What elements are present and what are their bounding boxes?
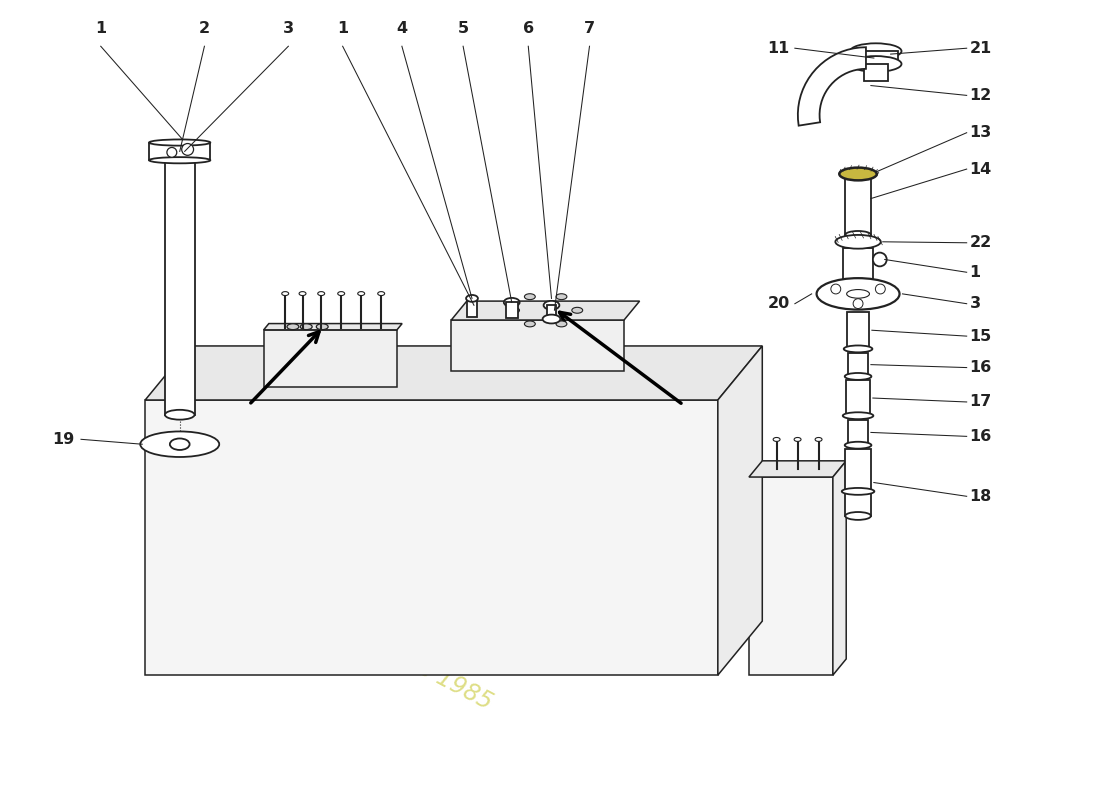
Polygon shape [145,400,718,675]
Ellipse shape [140,431,219,457]
Ellipse shape [466,295,477,302]
Polygon shape [749,477,833,675]
Circle shape [876,284,886,294]
Ellipse shape [850,43,902,59]
Polygon shape [847,311,869,349]
Text: 12: 12 [969,88,992,103]
Polygon shape [848,353,868,377]
Ellipse shape [835,235,881,249]
Polygon shape [264,323,403,330]
Text: 18: 18 [969,489,992,504]
Ellipse shape [318,292,324,295]
Polygon shape [864,64,888,81]
Ellipse shape [282,292,288,295]
Ellipse shape [287,324,299,330]
Text: 22: 22 [969,235,992,250]
Polygon shape [844,248,873,292]
Ellipse shape [572,307,583,314]
Ellipse shape [815,438,822,442]
Ellipse shape [543,301,560,310]
Ellipse shape [358,292,364,295]
Ellipse shape [525,321,536,327]
Circle shape [182,143,194,155]
Polygon shape [798,47,866,126]
Ellipse shape [794,438,801,442]
Text: eurospares: eurospares [204,330,723,658]
Polygon shape [506,302,518,318]
Text: 15: 15 [969,329,992,344]
Ellipse shape [165,410,195,420]
Polygon shape [848,420,868,446]
Ellipse shape [377,292,385,295]
Text: 20: 20 [768,296,790,311]
Ellipse shape [845,373,871,380]
Polygon shape [845,179,871,235]
Polygon shape [846,380,870,416]
Polygon shape [451,301,639,320]
Text: 5: 5 [458,22,469,37]
Ellipse shape [847,290,869,298]
Ellipse shape [299,292,306,295]
Ellipse shape [845,442,871,449]
Text: 2: 2 [199,22,210,37]
Ellipse shape [300,324,312,330]
Ellipse shape [845,512,871,520]
Circle shape [167,147,177,158]
Ellipse shape [508,307,519,314]
Polygon shape [451,320,624,371]
Polygon shape [468,298,477,317]
Polygon shape [547,306,557,319]
Ellipse shape [150,139,210,146]
Ellipse shape [844,346,872,352]
Ellipse shape [773,438,780,442]
Ellipse shape [169,438,189,450]
Text: 16: 16 [969,429,992,444]
Text: 1: 1 [337,22,349,37]
Text: 16: 16 [969,360,992,375]
Text: a passion for parts since 1985: a passion for parts since 1985 [169,526,496,714]
Text: 17: 17 [969,394,992,410]
Ellipse shape [850,56,902,72]
Text: 3: 3 [283,22,294,37]
Polygon shape [749,461,846,477]
Circle shape [830,284,840,294]
Polygon shape [833,461,846,675]
Ellipse shape [556,321,566,327]
Text: 13: 13 [969,126,992,140]
Ellipse shape [842,488,874,495]
Polygon shape [165,159,195,414]
Text: 4: 4 [396,22,407,37]
Ellipse shape [525,294,536,300]
Text: 6: 6 [522,22,534,37]
Text: 1: 1 [969,265,981,280]
Polygon shape [718,346,762,675]
Text: 11: 11 [768,41,790,56]
Text: 7: 7 [584,22,595,37]
Polygon shape [845,449,871,516]
Ellipse shape [556,294,566,300]
Circle shape [873,253,887,266]
Ellipse shape [843,412,873,419]
Ellipse shape [338,292,344,295]
Ellipse shape [150,157,210,163]
Text: 14: 14 [969,162,992,177]
Ellipse shape [317,324,328,330]
Polygon shape [145,346,762,400]
Text: 1: 1 [96,22,107,37]
Ellipse shape [542,314,560,323]
Polygon shape [264,330,397,387]
Polygon shape [150,142,210,160]
Text: 19: 19 [52,432,74,447]
Ellipse shape [845,231,871,239]
Circle shape [854,298,864,309]
Ellipse shape [839,168,877,180]
Text: 21: 21 [969,41,992,56]
Polygon shape [854,51,898,64]
Ellipse shape [504,298,519,306]
Ellipse shape [816,278,900,310]
Text: 3: 3 [969,296,981,311]
